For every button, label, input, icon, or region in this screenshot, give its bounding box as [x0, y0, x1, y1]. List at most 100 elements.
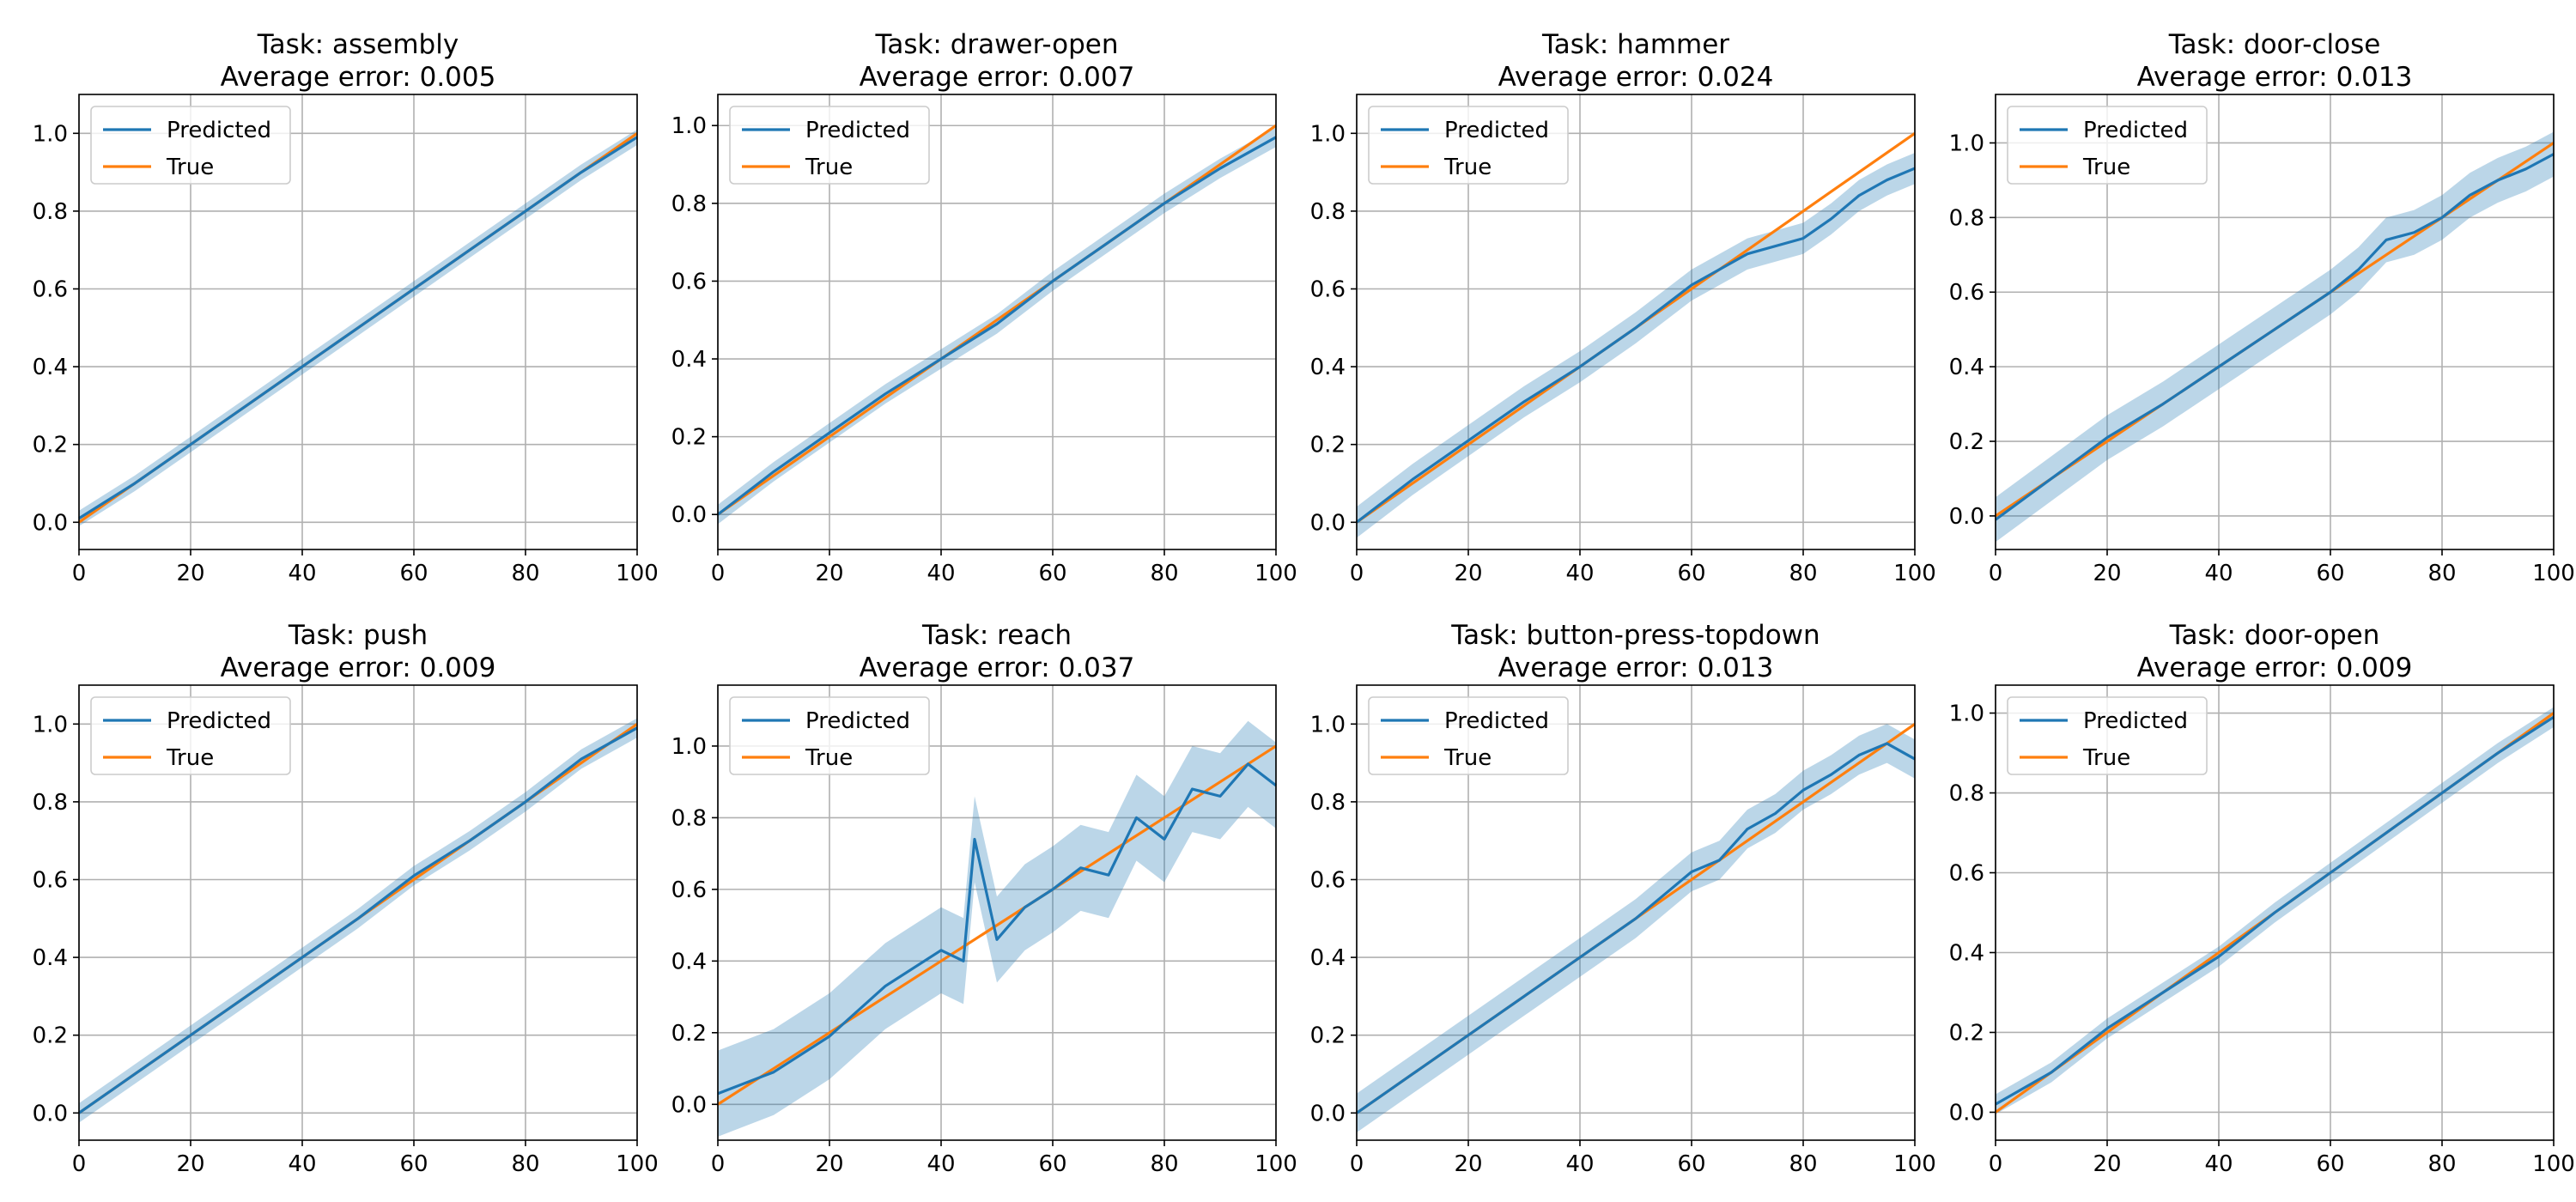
- y-tick-label: 0.0: [671, 1092, 707, 1118]
- legend: Predicted True: [729, 696, 930, 775]
- predicted-series-line: [1995, 153, 2555, 521]
- y-tick-label: 1.0: [1949, 701, 1984, 727]
- x-tick-label: 0: [1989, 1151, 2003, 1177]
- y-tick-label: 0.8: [1310, 790, 1346, 816]
- legend-true-label: True: [1443, 155, 1492, 180]
- y-tick-label: 1.0: [33, 121, 68, 147]
- x-tick-label: 20: [176, 561, 204, 586]
- predicted-series-line: [1356, 742, 1916, 1114]
- y-tick-label: 0.0: [33, 510, 68, 536]
- axes-frame: [717, 684, 1277, 1141]
- legend: Predicted True: [729, 106, 930, 185]
- chart-title-line: Average error: 0.009: [221, 653, 496, 683]
- chart-panel-5: Task: push Average error: 0.009 0 20 40 60 80 1…: [33, 620, 659, 1177]
- x-tick-label: 20: [1454, 1151, 1482, 1177]
- x-tick-label: 60: [399, 1151, 428, 1177]
- y-tick-label: 0.8: [33, 790, 68, 816]
- legend: Predicted True: [2007, 696, 2208, 775]
- y-tick-label: 0.0: [1310, 510, 1346, 536]
- x-tick-label: 20: [2093, 1151, 2121, 1177]
- legend: Predicted True: [90, 696, 291, 775]
- x-tick-label: 60: [1038, 1151, 1066, 1177]
- legend: Predicted True: [1368, 106, 1569, 185]
- axes-frame: [1356, 684, 1916, 1141]
- predicted-confidence-band: [718, 127, 1276, 525]
- y-tick-label: 0.4: [1949, 355, 1984, 380]
- y-tick-label: 1.0: [33, 712, 68, 738]
- y-tick-label: 1.0: [1310, 712, 1346, 738]
- x-tick-label: 80: [2427, 1151, 2456, 1177]
- y-tick-label: 0.4: [671, 347, 707, 373]
- legend-predicted-label: Predicted: [1444, 118, 1549, 143]
- x-tick-label: 60: [399, 561, 428, 586]
- legend-predicted-label: Predicted: [2083, 118, 2188, 143]
- y-tick-label: 0.4: [1310, 355, 1346, 380]
- chart-title-line: Average error: 0.005: [221, 62, 496, 93]
- legend: Predicted True: [1368, 696, 1569, 775]
- predicted-series-line: [717, 762, 1277, 1096]
- axes-frame: [1995, 94, 2555, 550]
- y-tick-label: 0.2: [33, 1023, 68, 1049]
- x-tick-label: 60: [1038, 561, 1066, 586]
- x-tick-label: 40: [927, 1151, 955, 1177]
- x-tick-label: 100: [1255, 1151, 1297, 1177]
- x-tick-label: 80: [511, 1151, 539, 1177]
- x-tick-label: 80: [1789, 561, 1817, 586]
- chart-title: Task: assembly Average error: 0.005: [221, 29, 496, 93]
- y-tick-label: 0.0: [33, 1101, 68, 1126]
- predicted-confidence-band: [79, 718, 637, 1123]
- chart-title-line: Task: button-press-topdown: [1450, 620, 1820, 651]
- chart-title-line: Task: reach: [921, 620, 1072, 651]
- chart-title-line: Average error: 0.013: [2137, 62, 2413, 93]
- y-tick-label: 0.2: [33, 433, 68, 458]
- predicted-confidence-band: [718, 720, 1276, 1137]
- axes-frame: [1995, 684, 2555, 1141]
- legend: Predicted True: [2007, 106, 2208, 185]
- legend-true-label: True: [166, 155, 214, 180]
- legend-box: [1368, 106, 1569, 185]
- legend-predicted-label: Predicted: [805, 118, 910, 143]
- y-tick-label: 0.8: [1310, 199, 1346, 225]
- chart-panel-2: Task: drawer-open Average error: 0.007 0 20…: [671, 29, 1297, 586]
- y-tick-label: 0.6: [671, 877, 707, 903]
- x-tick-label: 20: [1454, 561, 1482, 586]
- y-tick-label: 0.6: [1310, 867, 1346, 893]
- y-tick-label: 0.8: [671, 191, 707, 217]
- chart-title: Task: drawer-open Average error: 0.007: [860, 29, 1135, 93]
- legend-box: [729, 106, 930, 185]
- legend-true-label: True: [2082, 155, 2130, 180]
- chart-title-line: Task: drawer-open: [875, 29, 1119, 60]
- y-tick-label: 1.0: [1310, 121, 1346, 147]
- y-tick-label: 1.0: [671, 113, 707, 139]
- x-tick-label: 40: [288, 561, 316, 586]
- x-tick-label: 80: [511, 561, 539, 586]
- chart-title-line: Average error: 0.007: [860, 62, 1135, 93]
- x-tick-label: 100: [1893, 1151, 1936, 1177]
- predicted-confidence-band: [1357, 152, 1915, 538]
- x-tick-label: 40: [927, 561, 955, 586]
- predicted-series-line: [78, 726, 638, 1114]
- legend-box: [729, 696, 930, 775]
- y-tick-label: 0.4: [33, 945, 68, 971]
- chart-panel-6: Task: reach Average error: 0.037 0 20 40 60 80…: [671, 620, 1297, 1177]
- x-tick-label: 80: [2427, 561, 2456, 586]
- legend-box: [90, 696, 291, 775]
- legend-box: [2007, 106, 2208, 185]
- x-tick-label: 60: [2316, 1151, 2344, 1177]
- x-tick-label: 100: [1893, 561, 1936, 586]
- x-tick-label: 20: [815, 1151, 843, 1177]
- chart-title: Task: reach Average error: 0.037: [860, 620, 1135, 683]
- legend-true-label: True: [166, 745, 214, 771]
- y-tick-label: 0.0: [671, 502, 707, 528]
- x-tick-label: 0: [711, 561, 726, 586]
- legend-true-label: True: [805, 155, 853, 180]
- chart-panel-4: Task: door-close Average error: 0.013 0 20 4…: [1949, 29, 2575, 586]
- x-tick-label: 40: [288, 1151, 316, 1177]
- chart-panel-3: Task: hammer Average error: 0.024 0 20 40 60 8…: [1310, 29, 1936, 586]
- legend-predicted-label: Predicted: [805, 708, 910, 734]
- predicted-confidence-band: [1357, 724, 1915, 1132]
- y-tick-label: 0.6: [671, 269, 707, 294]
- y-tick-label: 0.2: [1310, 433, 1346, 458]
- true-series-line: [1356, 131, 1916, 524]
- y-tick-label: 0.8: [1949, 205, 1984, 231]
